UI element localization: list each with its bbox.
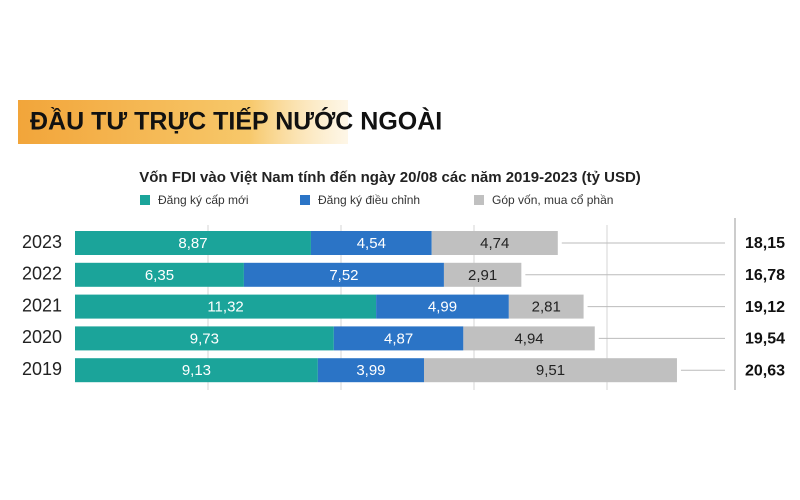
- data-label: 2,91: [468, 267, 497, 284]
- y-tick-label: 2023: [22, 232, 62, 252]
- bar-segment: [75, 326, 334, 351]
- data-label: 4,54: [357, 235, 386, 252]
- bar-segment: [431, 231, 558, 255]
- data-label: 7,52: [329, 267, 358, 284]
- bar-segment: [75, 231, 311, 255]
- chart-title: Vốn FDI vào Việt Nam tính đến ngày 20/08…: [139, 169, 641, 186]
- total-label: 18,15: [745, 235, 785, 252]
- data-label: 3,99: [356, 362, 385, 379]
- bar-segment: [376, 294, 509, 319]
- data-label: 4,94: [514, 330, 543, 347]
- data-label: 2,81: [532, 299, 561, 316]
- bar-segment: [243, 262, 444, 287]
- legend-swatch: [474, 195, 484, 205]
- data-label: 11,32: [207, 299, 243, 316]
- total-label: 16,78: [745, 267, 785, 284]
- data-label: 9,51: [536, 362, 565, 379]
- legend-label: Đăng ký điều chỉnh: [318, 193, 420, 207]
- bar-segment: [423, 358, 677, 383]
- data-label: 9,13: [182, 362, 211, 379]
- total-label: 20,63: [745, 362, 785, 379]
- legend-label: Góp vốn, mua cổ phần: [492, 193, 613, 207]
- y-tick-label: 2021: [22, 295, 62, 315]
- data-label: 4,74: [480, 235, 509, 252]
- data-label: 4,87: [384, 330, 413, 347]
- data-label: 6,35: [145, 267, 174, 284]
- bar-segment: [75, 358, 318, 383]
- legend-label: Đăng ký cấp mới: [158, 193, 249, 207]
- legend-swatch: [140, 195, 150, 205]
- bar-segment: [463, 326, 595, 351]
- bar-segment: [443, 262, 522, 287]
- y-tick-label: 2022: [22, 264, 62, 284]
- header-banner: [18, 100, 348, 144]
- bar-segment: [317, 358, 424, 383]
- y-tick-label: 2019: [22, 359, 62, 379]
- total-label: 19,54: [745, 331, 785, 348]
- bar-segment: [75, 262, 244, 287]
- total-label: 19,12: [745, 299, 785, 316]
- y-tick-label: 2020: [22, 327, 62, 347]
- data-label: 4,99: [428, 299, 457, 316]
- header: ĐẦU TƯ TRỰC TIẾP NƯỚC NGOÀI: [30, 106, 442, 136]
- bar-segment: [75, 294, 377, 319]
- bar-segment: [508, 294, 584, 319]
- bar-segment: [310, 231, 432, 255]
- data-label: 9,73: [190, 330, 219, 347]
- data-label: 8,87: [178, 235, 207, 252]
- bar-segment: [333, 326, 464, 351]
- legend-swatch: [300, 195, 310, 205]
